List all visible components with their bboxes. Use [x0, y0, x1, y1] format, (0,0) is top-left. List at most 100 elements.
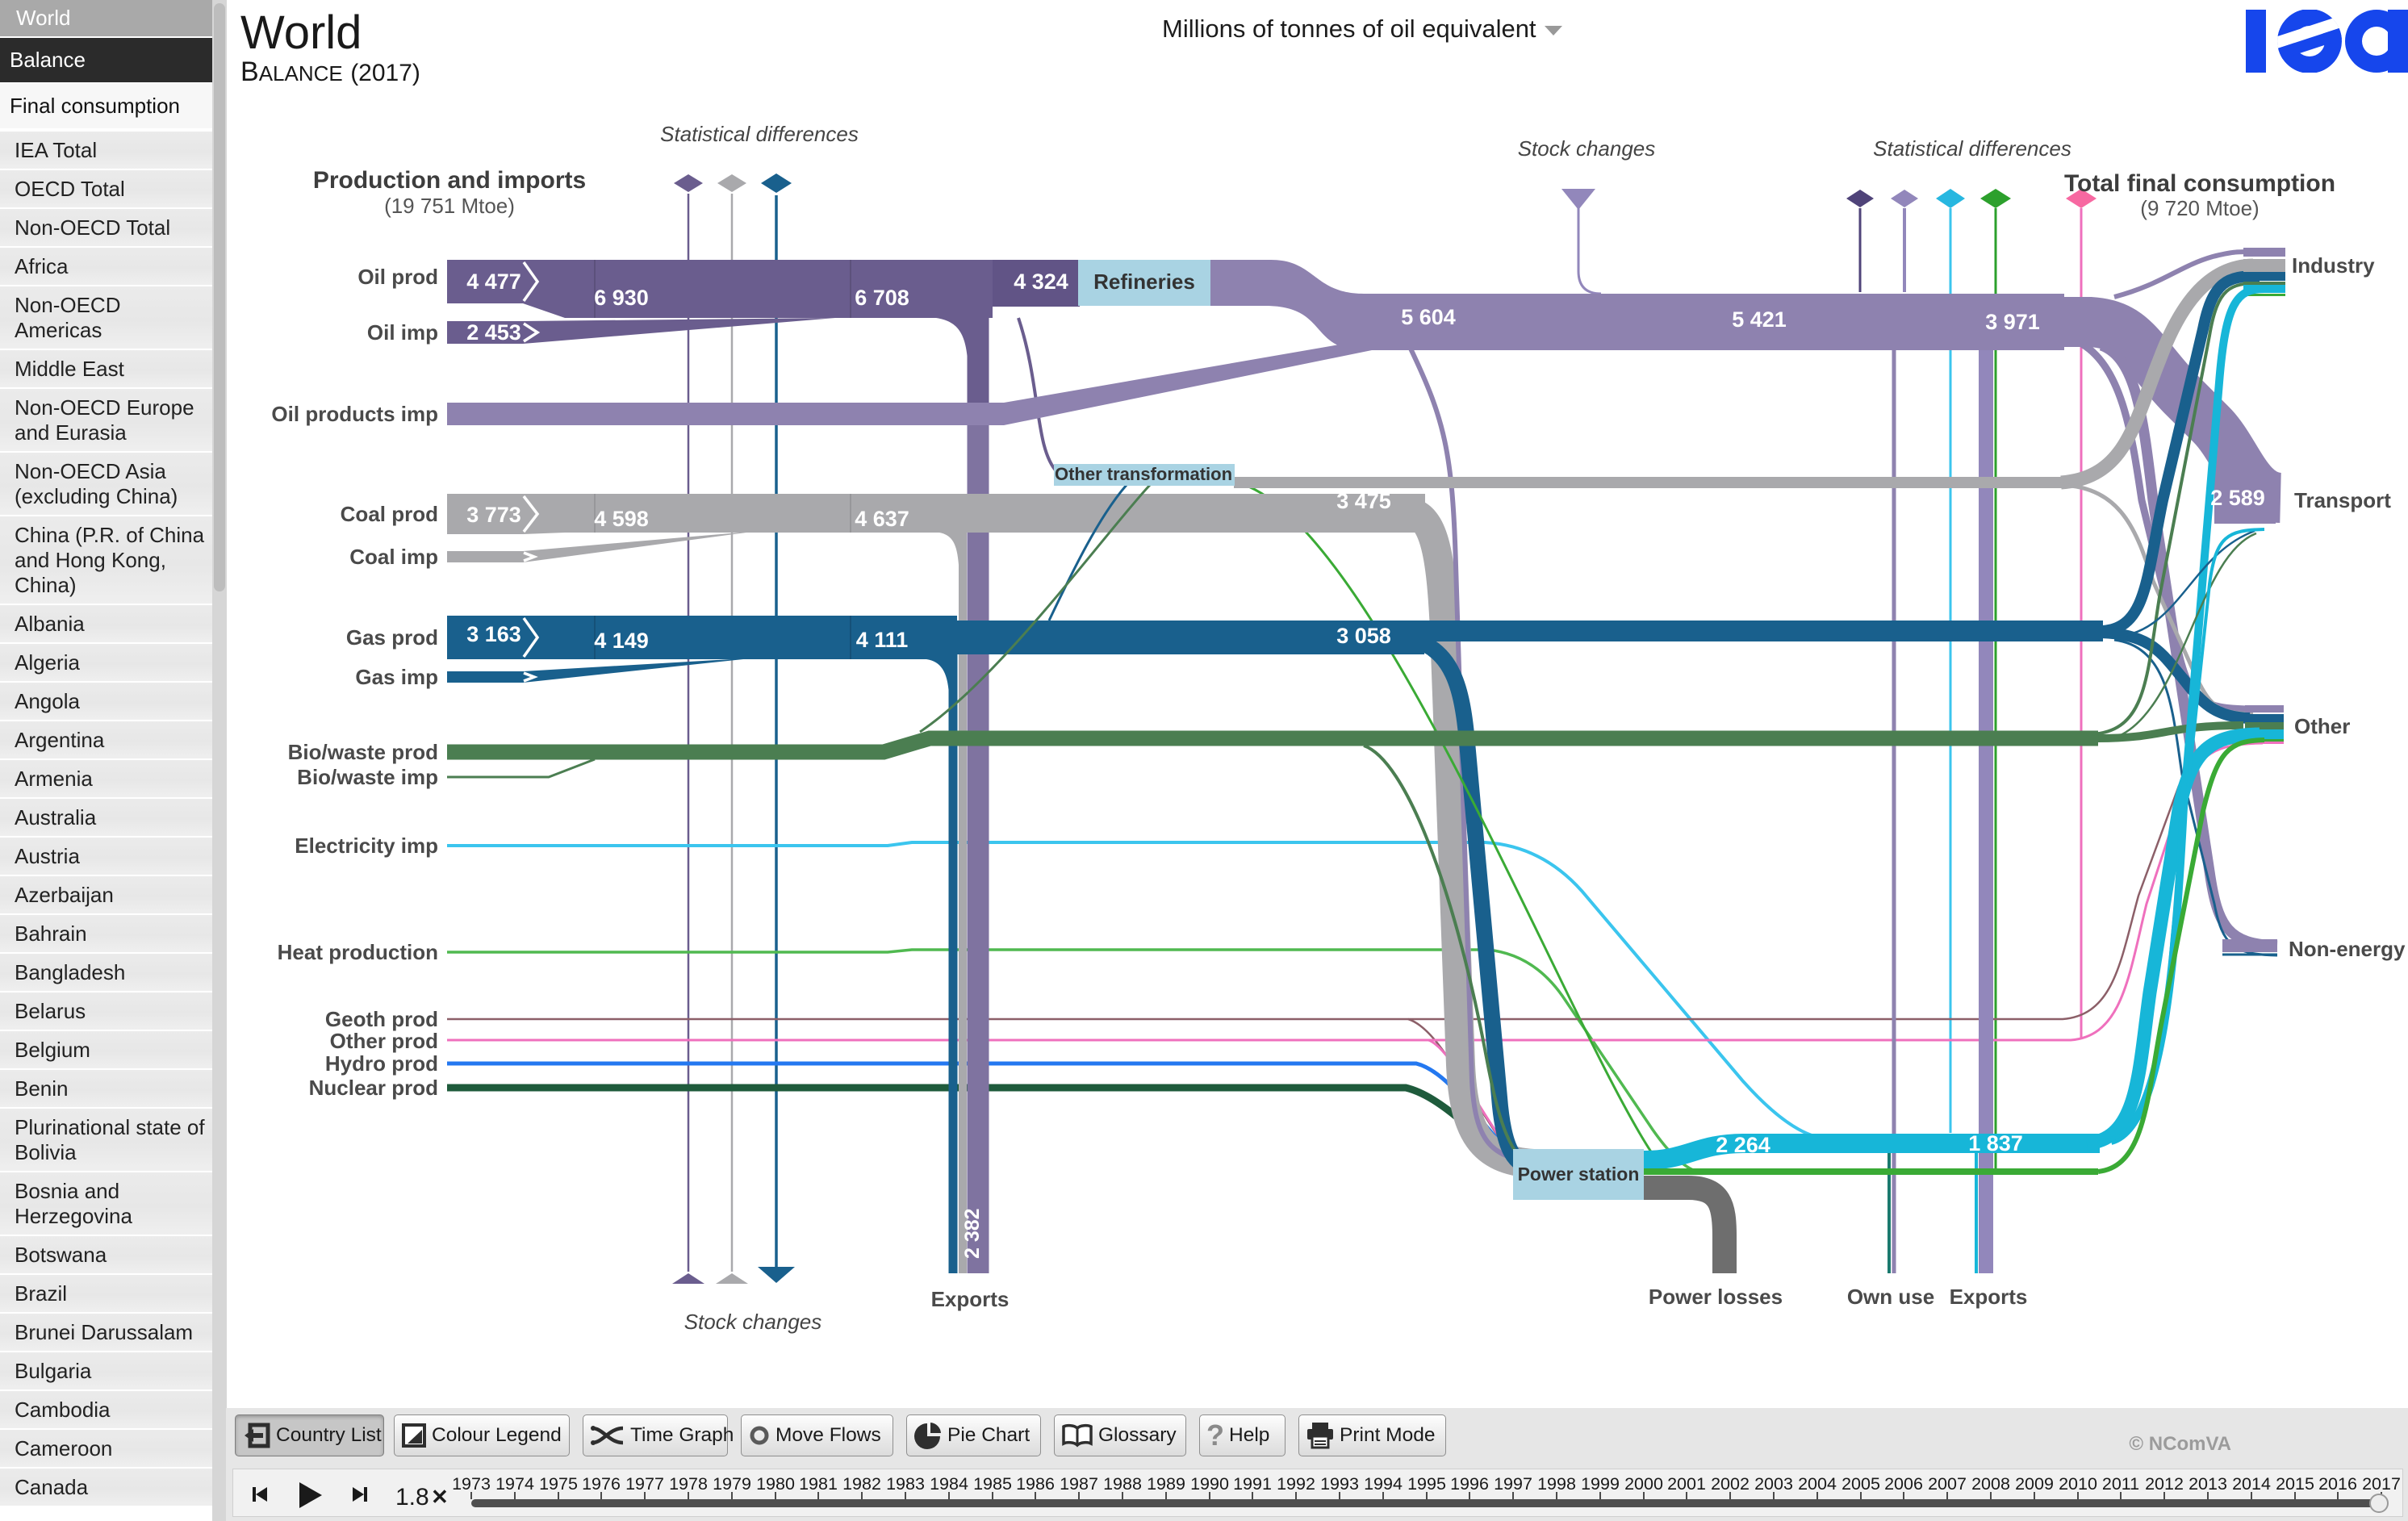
svg-text:1999: 1999 — [1581, 1474, 1620, 1494]
svg-text:2004: 2004 — [1798, 1474, 1837, 1494]
svg-text:3 971: 3 971 — [1985, 310, 2040, 334]
svg-text:Oil products imp: Oil products imp — [271, 402, 438, 426]
svg-text:1976: 1976 — [582, 1474, 621, 1494]
svg-text:1979: 1979 — [713, 1474, 751, 1494]
svg-text:2012: 2012 — [2145, 1474, 2184, 1494]
svg-text:Oil imp: Oil imp — [367, 320, 438, 345]
svg-text:1985: 1985 — [973, 1474, 1012, 1494]
svg-text:2008: 2008 — [1971, 1474, 2010, 1494]
svg-text:Gas imp: Gas imp — [355, 665, 438, 689]
svg-text:2001: 2001 — [1667, 1474, 1706, 1494]
svg-text:5 604: 5 604 — [1401, 305, 1456, 329]
svg-text:Hydro prod: Hydro prod — [325, 1051, 438, 1076]
svg-text:3 163: 3 163 — [466, 622, 521, 646]
svg-text:2005: 2005 — [1842, 1474, 1880, 1494]
svg-text:Production and imports: Production and imports — [313, 167, 586, 194]
svg-text:Statistical differences: Statistical differences — [1873, 136, 2071, 161]
svg-text:2010: 2010 — [2059, 1474, 2097, 1494]
svg-text:5 421: 5 421 — [1732, 307, 1787, 332]
svg-text:1992: 1992 — [1277, 1474, 1315, 1494]
svg-text:Refineries: Refineries — [1093, 270, 1195, 294]
svg-text:Electricity imp: Electricity imp — [295, 834, 438, 858]
svg-text:4 637: 4 637 — [855, 507, 909, 531]
svg-text:6 708: 6 708 — [855, 286, 909, 310]
svg-text:1983: 1983 — [886, 1474, 925, 1494]
svg-text:1995: 1995 — [1407, 1474, 1446, 1494]
svg-text:Coal imp: Coal imp — [349, 545, 438, 569]
svg-text:4 477: 4 477 — [466, 270, 521, 294]
svg-text:1993: 1993 — [1320, 1474, 1359, 1494]
svg-text:Gas prod: Gas prod — [346, 625, 438, 650]
svg-text:4 111: 4 111 — [856, 628, 909, 652]
svg-text:4 598: 4 598 — [594, 507, 649, 531]
svg-text:2016: 2016 — [2318, 1474, 2357, 1494]
svg-text:1986: 1986 — [1016, 1474, 1055, 1494]
svg-text:2007: 2007 — [1928, 1474, 1967, 1494]
svg-text:1977: 1977 — [625, 1474, 664, 1494]
svg-text:1989: 1989 — [1147, 1474, 1185, 1494]
svg-text:Exports: Exports — [1950, 1285, 2028, 1309]
svg-text:Other transformation: Other transformation — [1055, 464, 1232, 484]
svg-text:1984: 1984 — [930, 1474, 968, 1494]
svg-text:Stock changes: Stock changes — [684, 1310, 822, 1334]
svg-text:2009: 2009 — [2015, 1474, 2054, 1494]
svg-text:1978: 1978 — [669, 1474, 708, 1494]
svg-text:2017: 2017 — [2362, 1474, 2401, 1494]
svg-text:Stock changes: Stock changes — [1518, 136, 1656, 161]
svg-text:2014: 2014 — [2232, 1474, 2271, 1494]
svg-text:1.8: 1.8 — [395, 1484, 429, 1511]
svg-text:1973: 1973 — [452, 1474, 491, 1494]
svg-text:(19 751 Mtoe): (19 751 Mtoe) — [384, 194, 515, 218]
svg-text:2 382: 2 382 — [961, 1208, 984, 1259]
svg-text:2 453: 2 453 — [466, 320, 521, 345]
svg-text:Own use: Own use — [1847, 1285, 1934, 1309]
svg-text:1991: 1991 — [1233, 1474, 1272, 1494]
svg-text:1981: 1981 — [799, 1474, 838, 1494]
svg-text:1998: 1998 — [1537, 1474, 1576, 1494]
svg-text:2006: 2006 — [1884, 1474, 1923, 1494]
svg-text:Other prod: Other prod — [330, 1029, 438, 1053]
svg-text:4 149: 4 149 — [594, 629, 649, 653]
svg-text:1994: 1994 — [1364, 1474, 1403, 1494]
svg-text:Power losses: Power losses — [1649, 1285, 1783, 1309]
svg-text:Industry: Industry — [2292, 253, 2375, 278]
svg-text:1974: 1974 — [495, 1474, 534, 1494]
svg-text:2003: 2003 — [1754, 1474, 1793, 1494]
svg-text:(9 720 Mtoe): (9 720 Mtoe) — [2140, 196, 2259, 220]
svg-text:1997: 1997 — [1494, 1474, 1532, 1494]
svg-text:3 475: 3 475 — [1336, 489, 1391, 513]
svg-text:2000: 2000 — [1624, 1474, 1663, 1494]
svg-text:2002: 2002 — [1711, 1474, 1750, 1494]
svg-text:2011: 2011 — [2102, 1474, 2139, 1494]
svg-text:Coal prod: Coal prod — [341, 502, 438, 526]
svg-text:Power station: Power station — [1518, 1164, 1640, 1185]
svg-text:Non-energy use: Non-energy use — [2289, 937, 2408, 961]
svg-text:Bio/waste imp: Bio/waste imp — [297, 765, 438, 789]
svg-text:1996: 1996 — [1450, 1474, 1489, 1494]
svg-text:2013: 2013 — [2189, 1474, 2227, 1494]
svg-text:Exports: Exports — [931, 1287, 1010, 1311]
svg-text:1990: 1990 — [1190, 1474, 1229, 1494]
svg-text:✕: ✕ — [431, 1485, 449, 1509]
svg-text:Geoth prod: Geoth prod — [325, 1007, 438, 1031]
svg-text:4 324: 4 324 — [1014, 270, 1068, 294]
svg-text:1980: 1980 — [756, 1474, 795, 1494]
svg-text:1987: 1987 — [1060, 1474, 1098, 1494]
svg-text:3 773: 3 773 — [466, 503, 521, 527]
svg-text:Total final consumption: Total final consumption — [2064, 170, 2335, 197]
svg-text:2 589: 2 589 — [2210, 486, 2265, 510]
svg-text:2015: 2015 — [2276, 1474, 2314, 1494]
svg-text:1975: 1975 — [539, 1474, 578, 1494]
svg-text:3 058: 3 058 — [1336, 624, 1391, 648]
svg-text:Heat production: Heat production — [278, 940, 438, 964]
svg-text:Transport: Transport — [2294, 488, 2391, 512]
svg-text:2 264: 2 264 — [1716, 1133, 1770, 1157]
svg-text:1 837: 1 837 — [1968, 1131, 2023, 1155]
svg-text:Statistical differences: Statistical differences — [660, 122, 859, 146]
svg-text:Other: Other — [2294, 714, 2350, 738]
svg-text:6 930: 6 930 — [594, 286, 649, 310]
svg-text:1988: 1988 — [1103, 1474, 1142, 1494]
svg-text:1982: 1982 — [842, 1474, 881, 1494]
svg-text:Nuclear prod: Nuclear prod — [309, 1076, 438, 1100]
svg-text:Oil prod: Oil prod — [357, 265, 438, 289]
